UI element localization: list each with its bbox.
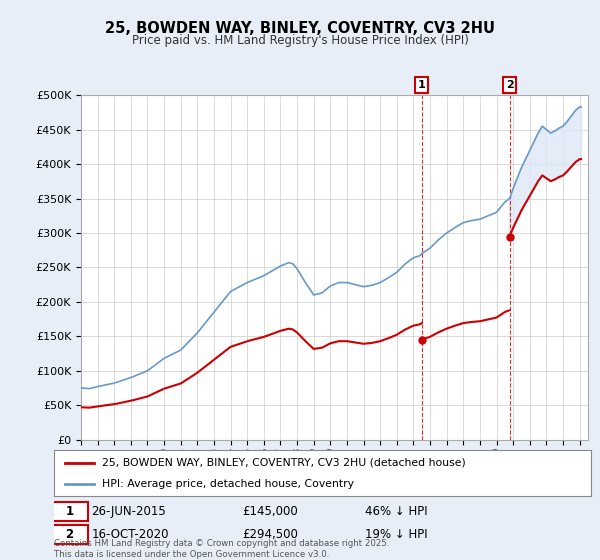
Text: Price paid vs. HM Land Registry's House Price Index (HPI): Price paid vs. HM Land Registry's House … xyxy=(131,34,469,46)
FancyBboxPatch shape xyxy=(52,502,88,521)
Text: 46% ↓ HPI: 46% ↓ HPI xyxy=(365,505,428,518)
Text: 25, BOWDEN WAY, BINLEY, COVENTRY, CV3 2HU (detached house): 25, BOWDEN WAY, BINLEY, COVENTRY, CV3 2H… xyxy=(103,458,466,468)
Text: 16-OCT-2020: 16-OCT-2020 xyxy=(92,528,169,541)
Text: 1: 1 xyxy=(65,505,74,518)
Text: Contains HM Land Registry data © Crown copyright and database right 2025.
This d: Contains HM Land Registry data © Crown c… xyxy=(54,539,389,559)
Text: 26-JUN-2015: 26-JUN-2015 xyxy=(92,505,166,518)
Text: 25, BOWDEN WAY, BINLEY, COVENTRY, CV3 2HU: 25, BOWDEN WAY, BINLEY, COVENTRY, CV3 2H… xyxy=(105,21,495,36)
Text: 1: 1 xyxy=(418,80,425,90)
FancyBboxPatch shape xyxy=(52,525,88,544)
Text: 2: 2 xyxy=(65,528,74,541)
Text: HPI: Average price, detached house, Coventry: HPI: Average price, detached house, Cove… xyxy=(103,479,355,489)
Text: 2: 2 xyxy=(506,80,514,90)
Text: 19% ↓ HPI: 19% ↓ HPI xyxy=(365,528,428,541)
Text: £145,000: £145,000 xyxy=(242,505,298,518)
Text: £294,500: £294,500 xyxy=(242,528,298,541)
